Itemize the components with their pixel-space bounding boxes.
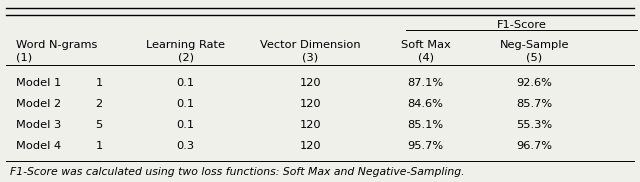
Text: 0.1: 0.1: [177, 120, 195, 130]
Text: 120: 120: [300, 141, 321, 151]
Text: 87.1%: 87.1%: [408, 78, 444, 88]
Text: Learning Rate: Learning Rate: [146, 40, 225, 50]
Text: 55.3%: 55.3%: [516, 120, 552, 130]
Text: Vector Dimension: Vector Dimension: [260, 40, 361, 50]
Text: 85.7%: 85.7%: [516, 99, 552, 109]
Text: 85.1%: 85.1%: [408, 120, 444, 130]
Text: (1): (1): [16, 52, 32, 62]
Text: 120: 120: [300, 120, 321, 130]
Text: 0.3: 0.3: [177, 141, 195, 151]
Text: F1-Score: F1-Score: [497, 20, 547, 29]
Text: Model 3: Model 3: [16, 120, 61, 130]
Text: 1: 1: [95, 78, 103, 88]
Text: (4): (4): [418, 52, 434, 62]
Text: 5: 5: [95, 120, 103, 130]
Text: 84.6%: 84.6%: [408, 99, 444, 109]
Text: 1: 1: [95, 141, 103, 151]
Text: Word N-grams: Word N-grams: [16, 40, 97, 50]
Text: 2: 2: [95, 99, 103, 109]
Text: (2): (2): [178, 52, 193, 62]
Text: (3): (3): [302, 52, 319, 62]
Text: Model 1: Model 1: [16, 78, 61, 88]
Text: Model 2: Model 2: [16, 99, 61, 109]
Text: F1-Score was calculated using two loss functions: Soft Max and Negative-Sampling: F1-Score was calculated using two loss f…: [10, 167, 464, 177]
Text: Neg-Sample: Neg-Sample: [500, 40, 569, 50]
Text: 0.1: 0.1: [177, 78, 195, 88]
Text: (5): (5): [526, 52, 543, 62]
Text: 92.6%: 92.6%: [516, 78, 552, 88]
Text: 95.7%: 95.7%: [408, 141, 444, 151]
Text: Soft Max: Soft Max: [401, 40, 451, 50]
Text: 96.7%: 96.7%: [516, 141, 552, 151]
Text: Model 4: Model 4: [16, 141, 61, 151]
Text: 120: 120: [300, 99, 321, 109]
Text: 0.1: 0.1: [177, 99, 195, 109]
Text: 120: 120: [300, 78, 321, 88]
